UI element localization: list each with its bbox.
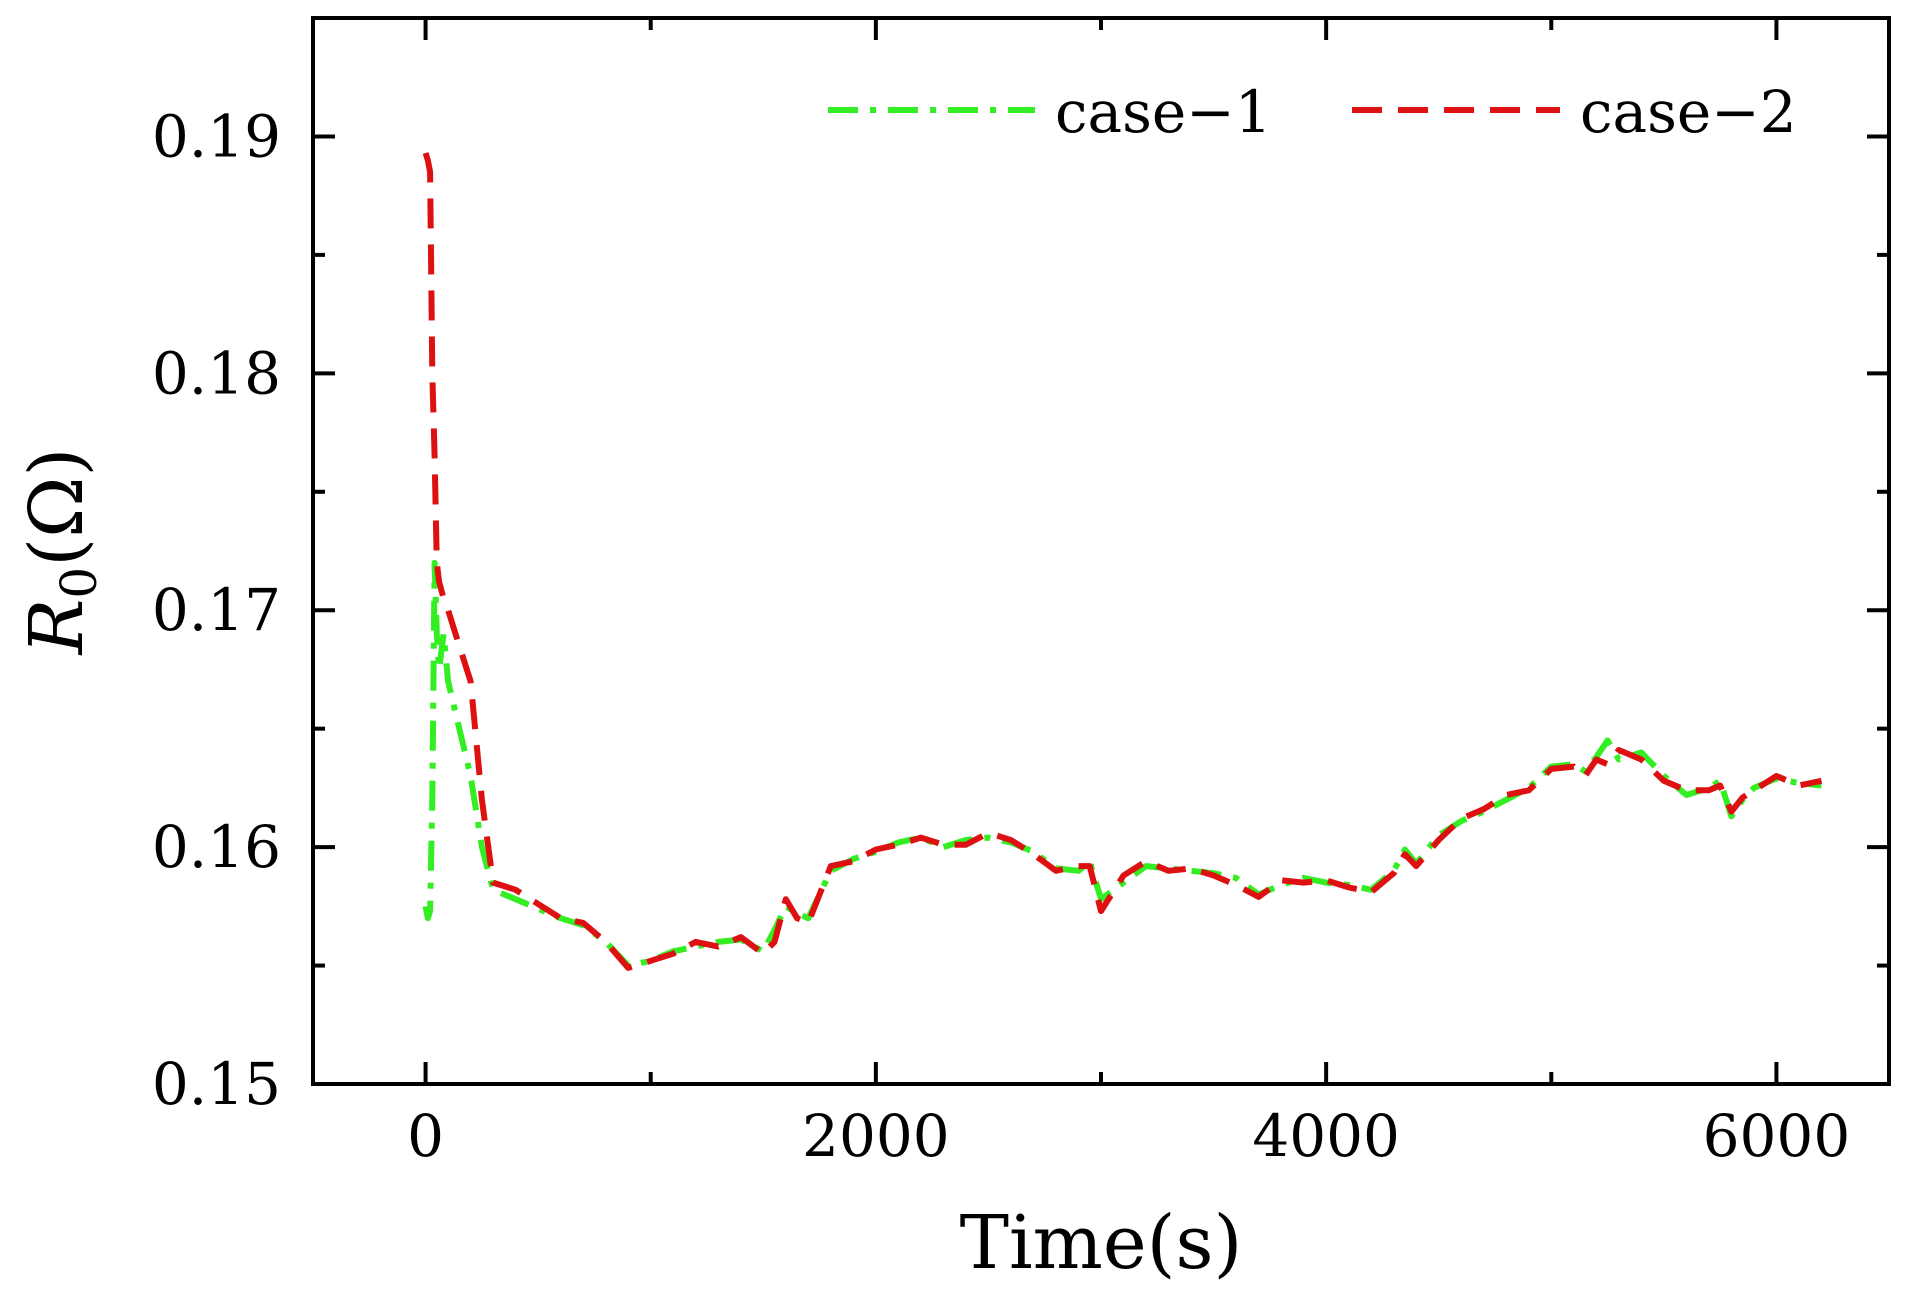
plot-frame xyxy=(311,16,1891,1086)
series-line-case-2 xyxy=(422,152,1823,971)
y-tick-labels: 0.15 0.16 0.17 0.18 0.19 xyxy=(152,102,281,1118)
x-tick-label: 6000 xyxy=(1703,1102,1851,1170)
legend-label-case-1: case−1 xyxy=(1055,78,1272,146)
legend-label-case-2: case−2 xyxy=(1580,78,1797,146)
y-axis-label-subscript: 0 xyxy=(50,567,108,599)
y-axis-label: R0(Ω) xyxy=(14,448,108,657)
y-tick-label: 0.16 xyxy=(152,813,281,881)
y-tick-label: 0.17 xyxy=(152,576,281,644)
y-tick-label: 0.15 xyxy=(152,1050,281,1118)
y-axis-label-symbol: R xyxy=(14,599,100,657)
x-tick-label: 0 xyxy=(407,1102,444,1170)
y-axis-label-unit: (Ω) xyxy=(14,448,100,567)
ticks-layer xyxy=(313,18,1889,1084)
legend: case−1 case−2 xyxy=(828,78,1797,146)
x-tick-labels: 0 2000 4000 6000 xyxy=(407,1102,1850,1170)
plot-area: 0 2000 4000 6000 0.15 0.16 0.17 0.18 0.19 xyxy=(152,16,1891,1170)
y-tick-label: 0.18 xyxy=(152,339,281,407)
x-tick-label: 2000 xyxy=(802,1102,950,1170)
series-line-case-1 xyxy=(422,559,1822,969)
series-layer xyxy=(422,152,1823,971)
y-tick-label: 0.19 xyxy=(152,102,281,170)
x-tick-label: 4000 xyxy=(1252,1102,1400,1170)
x-axis-label: Time(s) xyxy=(960,1200,1243,1286)
